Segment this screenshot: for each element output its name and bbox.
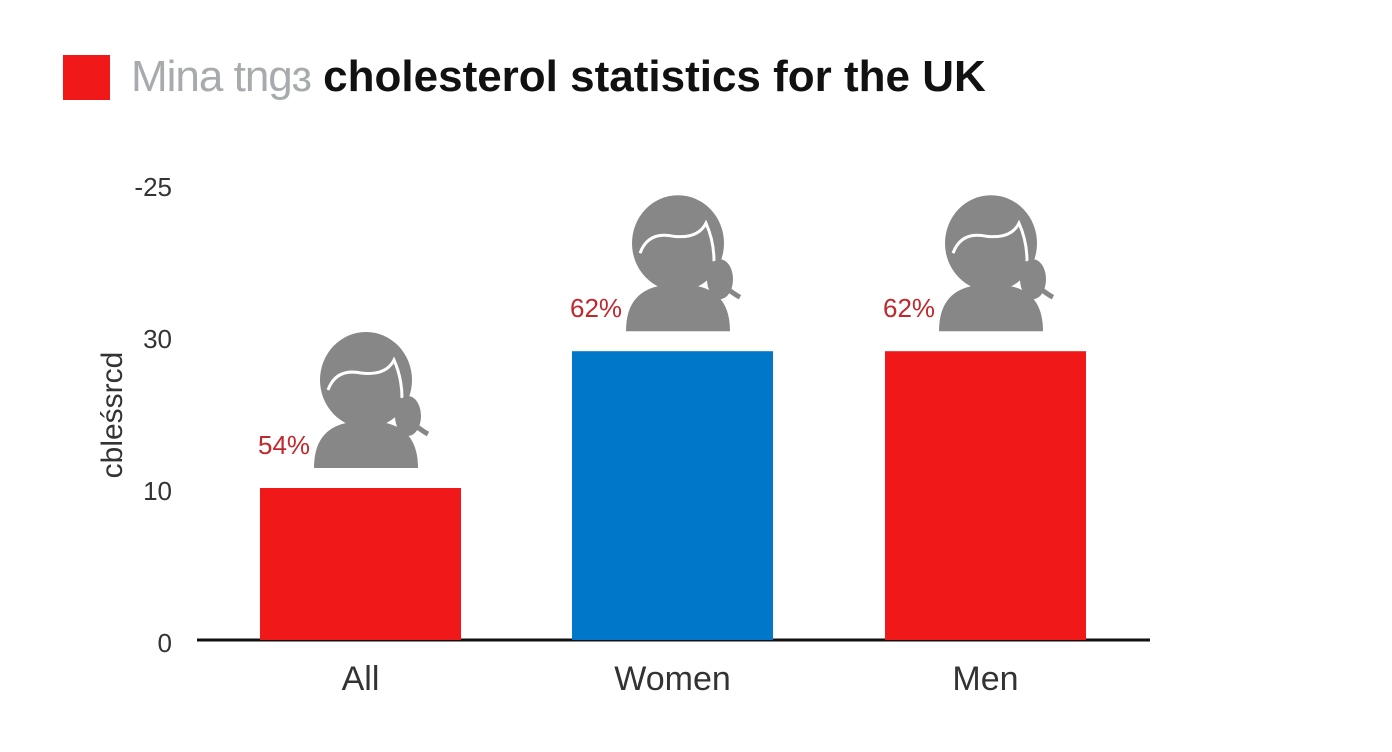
person-icon [939,195,1055,332]
data-label: 62% [883,293,935,323]
data-label: 62% [570,293,622,323]
chart-title: Mina tngɜ cholesterol statistics for the… [131,52,986,102]
title-faint: Mina tngɜ [131,52,312,101]
person-icon [314,332,430,468]
person-icon [626,195,742,332]
y-tick-label: 30 [143,324,172,354]
legend-swatch [63,55,110,100]
y-axis-label: cbleśsrcd [96,352,129,479]
data-label: 54% [258,430,310,460]
x-tick-label: Women [614,660,731,698]
y-tick-label: 10 [143,476,172,506]
bar-all [260,488,461,640]
x-tick-label: All [342,660,380,698]
y-tick-label: -25 [134,172,172,202]
bar-women [572,351,773,640]
x-tick-label: Men [952,660,1018,698]
bar-men [885,351,1086,640]
y-tick-label: 0 [158,628,172,658]
title-main: cholesterol statistics for the UK [323,52,986,101]
